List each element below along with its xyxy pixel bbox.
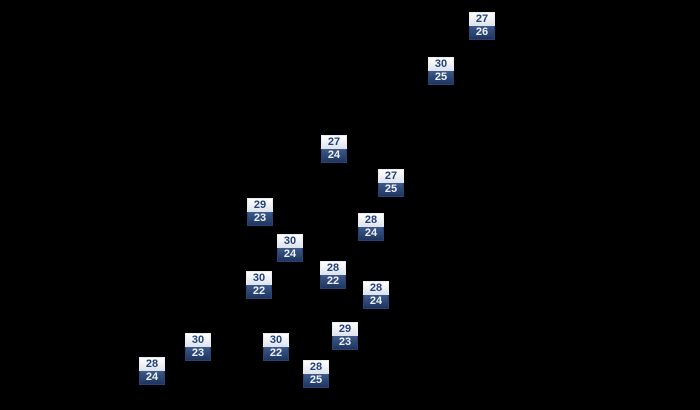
- low-temp-label: 23: [247, 212, 273, 226]
- high-temp-label: 27: [321, 135, 347, 149]
- high-temp-label: 29: [332, 322, 358, 336]
- high-temp-label: 29: [247, 198, 273, 212]
- high-temp-label: 28: [303, 360, 329, 374]
- temp-marker[interactable]: 27 25: [378, 169, 404, 197]
- temp-marker[interactable]: 28 24: [363, 281, 389, 309]
- high-temp-label: 28: [363, 281, 389, 295]
- temp-marker[interactable]: 30 25: [428, 57, 454, 85]
- high-temp-label: 30: [428, 57, 454, 71]
- high-temp-label: 28: [358, 213, 384, 227]
- low-temp-label: 24: [139, 371, 165, 385]
- high-temp-label: 30: [263, 333, 289, 347]
- low-temp-label: 24: [321, 149, 347, 163]
- low-temp-label: 23: [185, 347, 211, 361]
- temp-marker[interactable]: 30 22: [263, 333, 289, 361]
- high-temp-label: 30: [185, 333, 211, 347]
- high-temp-label: 27: [378, 169, 404, 183]
- low-temp-label: 25: [428, 71, 454, 85]
- high-temp-label: 27: [469, 12, 495, 26]
- low-temp-label: 25: [303, 374, 329, 388]
- temp-marker[interactable]: 30 23: [185, 333, 211, 361]
- temp-marker[interactable]: 27 26: [469, 12, 495, 40]
- low-temp-label: 22: [246, 285, 272, 299]
- low-temp-label: 22: [263, 347, 289, 361]
- high-temp-label: 28: [139, 357, 165, 371]
- low-temp-label: 22: [320, 275, 346, 289]
- low-temp-label: 24: [277, 248, 303, 262]
- temp-marker[interactable]: 27 24: [321, 135, 347, 163]
- temp-marker[interactable]: 28 25: [303, 360, 329, 388]
- temp-marker[interactable]: 28 22: [320, 261, 346, 289]
- high-temp-label: 30: [277, 234, 303, 248]
- temp-marker[interactable]: 28 24: [139, 357, 165, 385]
- high-temp-label: 30: [246, 271, 272, 285]
- temp-marker[interactable]: 30 24: [277, 234, 303, 262]
- low-temp-label: 23: [332, 336, 358, 350]
- low-temp-label: 24: [358, 227, 384, 241]
- temp-marker[interactable]: 29 23: [247, 198, 273, 226]
- temp-marker[interactable]: 29 23: [332, 322, 358, 350]
- low-temp-label: 25: [378, 183, 404, 197]
- temp-marker[interactable]: 30 22: [246, 271, 272, 299]
- temp-marker[interactable]: 28 24: [358, 213, 384, 241]
- low-temp-label: 24: [363, 295, 389, 309]
- high-temp-label: 28: [320, 261, 346, 275]
- low-temp-label: 26: [469, 26, 495, 40]
